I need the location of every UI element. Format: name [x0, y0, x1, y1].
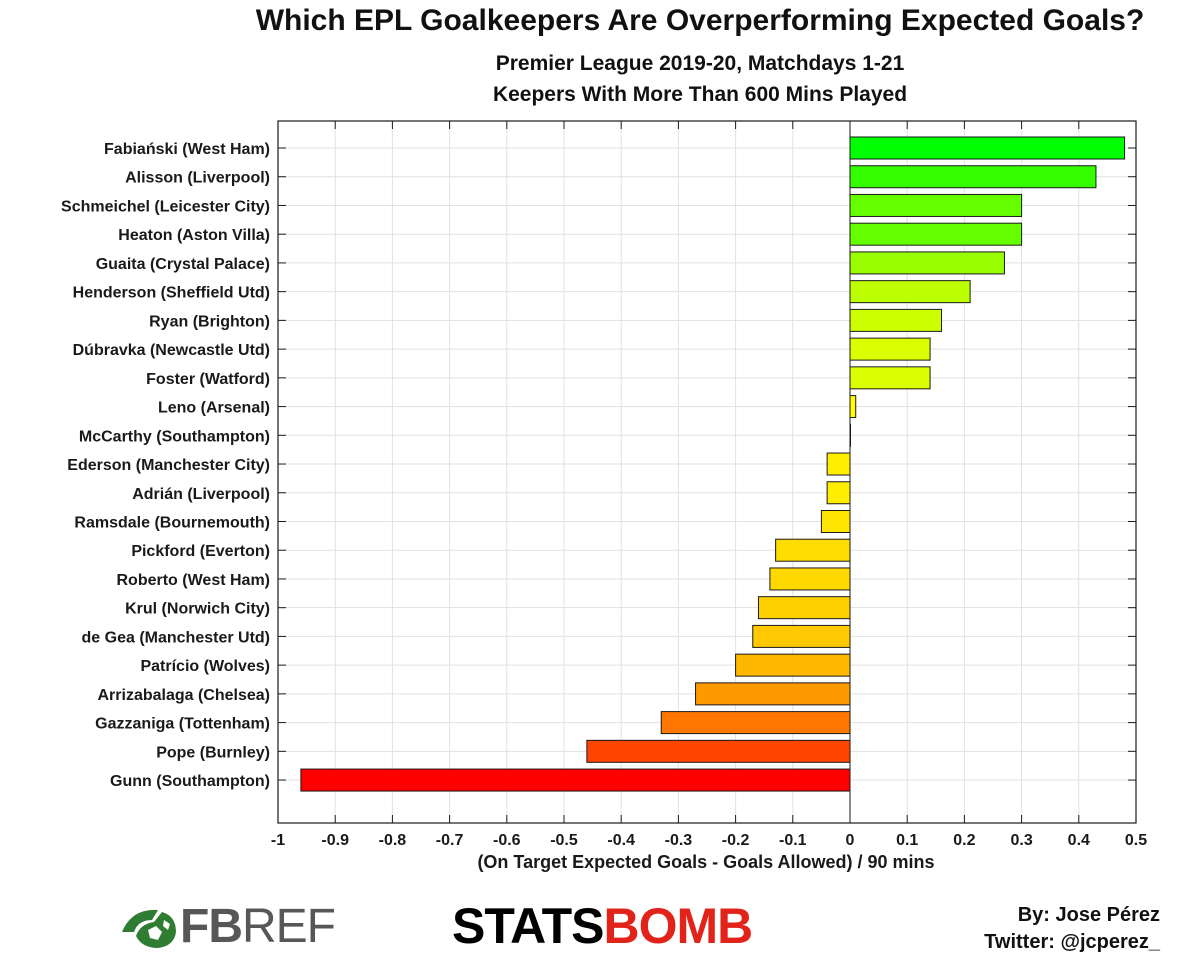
statsbomb-stats-text: STATS: [452, 898, 604, 954]
x-tick-label-11: 0.1: [896, 832, 918, 849]
bars: [300, 136, 1126, 792]
y-tick-label-15: Roberto (West Ham): [117, 572, 271, 589]
y-tick-label-6: Ryan (Brighton): [149, 313, 270, 330]
bar-1: [849, 165, 1097, 189]
x-tick-label-12: 0.2: [953, 832, 975, 849]
x-tick-label-0: -1: [271, 832, 285, 849]
x-tick-label-1: -0.9: [321, 832, 349, 849]
bar-12: [826, 481, 851, 505]
x-tick-label-13: 0.3: [1010, 832, 1032, 849]
statsbomb-logo: STATS BOMB: [452, 898, 753, 954]
chart-subtitle-1: Premier League 2019-20, Matchdays 1-21: [495, 52, 905, 75]
x-tick-label-6: -0.4: [607, 832, 635, 849]
x-tick-labels: -1 -0.9 -0.8 -0.7 -0.6 -0.5 -0.4 -0.3 -0.2 -0.1 0 0…: [271, 832, 1147, 849]
bar-6: [849, 308, 943, 332]
bar-14: [775, 538, 851, 562]
plot-frame: [277, 120, 1137, 824]
statsbomb-bomb-text: BOMB: [603, 898, 753, 954]
bar-18: [735, 653, 851, 677]
x-tick-label-10: 0: [846, 832, 855, 849]
bar-21: [586, 739, 851, 763]
y-tick-label-3: Heaton (Aston Villa): [118, 227, 270, 244]
bar-8: [849, 366, 931, 390]
y-tick-label-18: Patrício (Wolves): [140, 658, 270, 675]
bar-20: [660, 711, 851, 735]
x-tick-label-5: -0.5: [550, 832, 578, 849]
x-tick-label-7: -0.3: [665, 832, 693, 849]
x-tick-label-8: -0.2: [722, 832, 750, 849]
bar-16: [757, 596, 851, 620]
axes: [277, 120, 1137, 824]
y-tick-label-22: Gunn (Southampton): [110, 773, 270, 790]
x-tick-label-2: -0.8: [379, 832, 407, 849]
fbref-ball-icon: [122, 909, 176, 948]
y-tick-label-8: Foster (Watford): [146, 371, 270, 388]
fbref-ref-text: REF: [241, 899, 336, 953]
y-tick-label-13: Ramsdale (Bournemouth): [74, 514, 270, 531]
bar-2: [849, 193, 1023, 217]
bar-9: [849, 395, 857, 419]
y-tick-label-21: Pope (Burnley): [156, 744, 270, 761]
author-twitter: Twitter: @jcperez_: [984, 931, 1160, 953]
bar-15: [769, 567, 851, 591]
fbref-logo: FB REF: [118, 899, 336, 953]
author-name: By: Jose Pérez: [1017, 904, 1160, 926]
y-tick-label-11: Ederson (Manchester City): [67, 457, 270, 474]
bar-0: [849, 136, 1126, 160]
bar-19: [695, 682, 851, 706]
fbref-fb-text: FB: [180, 899, 243, 953]
bar-4: [849, 251, 1005, 275]
y-tick-label-7: Dúbravka (Newcastle Utd): [73, 342, 270, 359]
y-tick-labels: Fabiański (West Ham) Alisson (Liverpool) S…: [61, 141, 270, 790]
chart-title: Which EPL Goalkeepers Are Overperforming…: [255, 4, 1145, 37]
bar-22: [300, 768, 851, 792]
y-tick-label-0: Fabiański (West Ham): [104, 141, 270, 158]
bar-11: [826, 452, 851, 476]
x-tick-label-4: -0.6: [493, 832, 521, 849]
chart-subtitle-2: Keepers With More Than 600 Mins Played: [492, 83, 908, 106]
author-credit: By: Jose Pérez Twitter: @jcperez_: [984, 902, 1160, 956]
y-tick-label-16: Krul (Norwich City): [125, 601, 270, 618]
bar-5: [849, 280, 971, 304]
y-tick-label-20: Gazzaniga (Tottenham): [95, 716, 270, 733]
x-tick-label-15: 0.5: [1125, 832, 1147, 849]
bar-13: [820, 509, 851, 533]
bar-17: [752, 624, 851, 648]
y-tick-label-5: Henderson (Sheffield Utd): [73, 285, 270, 302]
y-tick-label-14: Pickford (Everton): [131, 543, 270, 560]
x-tick-label-9: -0.1: [779, 832, 807, 849]
y-tick-label-9: Leno (Arsenal): [158, 400, 270, 417]
y-tick-label-1: Alisson (Liverpool): [125, 170, 270, 187]
x-tick-label-14: 0.4: [1068, 832, 1090, 849]
y-tick-label-2: Schmeichel (Leicester City): [61, 198, 270, 215]
bar-7: [849, 337, 931, 361]
bar-3: [849, 222, 1023, 246]
y-tick-label-10: McCarthy (Southampton): [79, 428, 270, 445]
y-tick-label-19: Arrizabalaga (Chelsea): [97, 687, 270, 704]
y-tick-label-17: de Gea (Manchester Utd): [82, 629, 270, 646]
x-axis-label: (On Target Expected Goals - Goals Allowe…: [477, 852, 934, 872]
x-tick-label-3: -0.7: [436, 832, 464, 849]
y-tick-label-4: Guaita (Crystal Palace): [96, 256, 270, 273]
y-tick-label-12: Adrián (Liverpool): [132, 486, 270, 503]
